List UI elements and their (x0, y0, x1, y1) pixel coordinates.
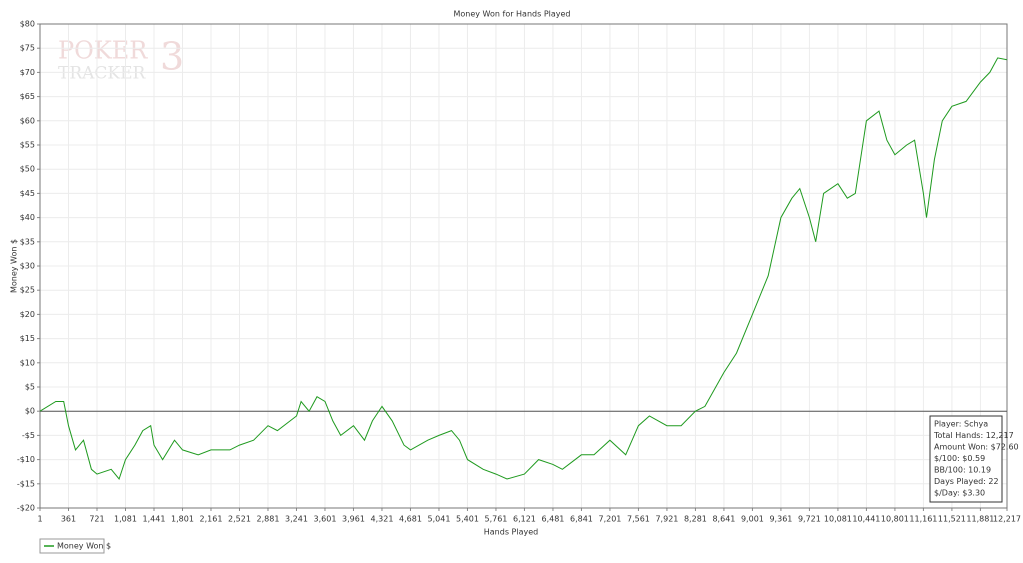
x-tick-label: 2,521 (228, 515, 251, 524)
x-tick-label: 1 (37, 515, 42, 524)
line-series (39, 57, 1008, 481)
y-tick-label: -$15 (17, 479, 35, 488)
y-tick-label: $40 (20, 213, 35, 222)
y-tick-label: $60 (20, 116, 35, 125)
watermark: TRACKER (58, 64, 147, 84)
x-tick-label: 9,001 (741, 515, 764, 524)
stats-line: Days Played: 22 (934, 477, 999, 486)
y-tick-label: $45 (20, 189, 35, 198)
stats-line: $/100: $0.59 (934, 454, 985, 463)
x-tick-label: 721 (89, 515, 104, 524)
watermark: 3 (160, 35, 184, 79)
x-tick-label: 5,761 (484, 515, 507, 524)
y-tick-label: -$5 (22, 431, 35, 440)
x-tick-label: 1,441 (143, 515, 166, 524)
x-tick-label: 7,921 (655, 515, 678, 524)
stats-line: BB/100: 10.19 (934, 466, 991, 475)
y-tick-label: -$20 (17, 504, 35, 513)
x-tick-label: 6,121 (513, 515, 536, 524)
stats-line: Amount Won: $72.60 (934, 443, 1019, 452)
stats-box (929, 415, 1003, 503)
x-tick-label: 8,281 (684, 515, 707, 524)
stats-line: $/Day: $3.30 (934, 489, 985, 498)
x-tick-label: 3,601 (314, 515, 337, 524)
x-tick-label: 1,801 (171, 515, 194, 524)
y-tick-label: $55 (20, 141, 35, 150)
y-tick-label: $10 (20, 358, 35, 367)
watermark: POKER (58, 37, 148, 65)
x-tick-label: 12,217 (993, 515, 1021, 524)
x-tick-label: 3,241 (285, 515, 308, 524)
x-tick-label: 7,201 (598, 515, 621, 524)
x-tick-label: 11,881 (966, 515, 994, 524)
y-axis-label: Money Won $ (10, 239, 19, 293)
y-tick-label: $80 (20, 20, 35, 29)
x-tick-label: 361 (61, 515, 76, 524)
x-tick-label: 6,841 (570, 515, 593, 524)
x-tick-label: 4,681 (399, 515, 422, 524)
y-tick-label: $25 (20, 286, 35, 295)
y-tick-label: $20 (20, 310, 35, 319)
x-tick-label: 5,041 (428, 515, 451, 524)
y-tick-label: $50 (20, 165, 35, 174)
legend-box (39, 538, 105, 554)
legend-label: Money Won $ (57, 542, 111, 551)
y-tick-label: $65 (20, 92, 35, 101)
x-tick-label: 2,881 (257, 515, 280, 524)
x-tick-label: 11,521 (938, 515, 966, 524)
y-tick-label: $35 (20, 237, 35, 246)
plot-frame (39, 23, 1008, 509)
x-tick-label: 9,721 (798, 515, 821, 524)
x-tick-label: 2,161 (200, 515, 223, 524)
chart-title: Money Won for Hands Played (453, 10, 570, 19)
x-tick-label: 10,801 (881, 515, 909, 524)
y-tick-label: $70 (20, 68, 35, 77)
x-tick-label: 3,961 (342, 515, 365, 524)
x-tick-label: 4,321 (371, 515, 394, 524)
x-tick-label: 11,161 (909, 515, 937, 524)
y-tick-label: $15 (20, 334, 35, 343)
x-tick-label: 6,481 (541, 515, 564, 524)
x-axis-label: Hands Played (484, 528, 538, 537)
stats-line: Total Hands: 12,217 (933, 431, 1014, 440)
x-tick-label: 5,401 (456, 515, 479, 524)
x-tick-label: 9,361 (769, 515, 792, 524)
y-tick-label: $0 (25, 407, 35, 416)
y-tick-label: $5 (25, 383, 35, 392)
x-tick-label: 1,081 (114, 515, 137, 524)
y-tick-label: $75 (20, 44, 35, 53)
y-tick-label: -$10 (17, 455, 35, 464)
y-tick-label: $30 (20, 262, 35, 271)
x-tick-label: 7,561 (627, 515, 650, 524)
stats-line: Player: Schya (934, 420, 988, 429)
x-tick-label: 10,081 (824, 515, 852, 524)
x-tick-label: 10,441 (852, 515, 880, 524)
x-tick-label: 8,641 (712, 515, 735, 524)
